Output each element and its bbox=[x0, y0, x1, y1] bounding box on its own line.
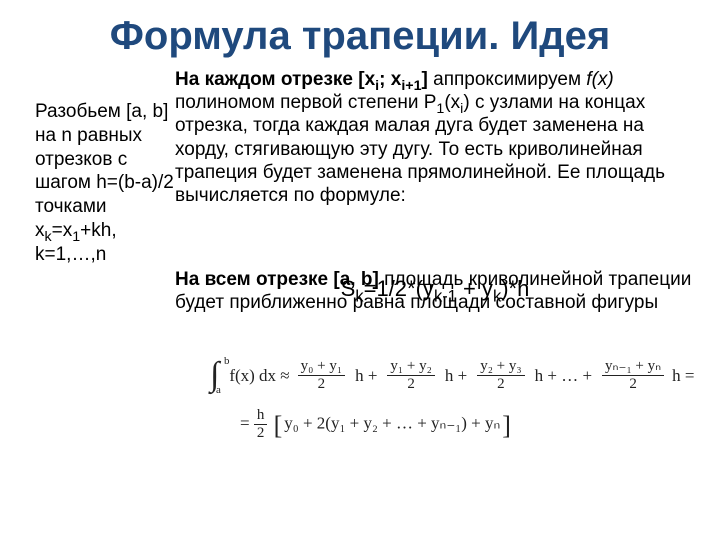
formula-image: b ∫ a f(x) dx ≈ y₀ + y₁ 2 h + y₁ + y₂ 2 … bbox=[210, 358, 640, 442]
left-xk-sub: k bbox=[45, 229, 52, 245]
h-plus-1: h + bbox=[353, 366, 379, 386]
paragraph-1: На каждом отрезке [xi; xi+1] аппроксимир… bbox=[175, 68, 695, 207]
integral-symbol: b ∫ a bbox=[210, 361, 219, 390]
left-xk-x: x bbox=[35, 220, 45, 241]
p1-rest-c: (x bbox=[444, 92, 460, 113]
frac1-num: y₀ + y₁ bbox=[298, 358, 345, 376]
frac2-num: y₁ + y₂ bbox=[387, 358, 434, 376]
formula-row-2: = h 2 [y₀ + 2(y₁ + y₂ + … + yₙ₋₁) + yₙ] bbox=[210, 407, 640, 442]
right-column: На каждом отрезке [xi; xi+1] аппроксимир… bbox=[175, 68, 695, 207]
h2-den: 2 bbox=[254, 425, 268, 442]
h-plus-2: h + bbox=[443, 366, 469, 386]
slide: Формула трапеции. Идея Разобьем [a, b] н… bbox=[0, 0, 720, 540]
frac3-num: y₂ + y₃ bbox=[477, 358, 524, 376]
frac3-den: 2 bbox=[477, 376, 524, 393]
row2-eq: = bbox=[240, 413, 254, 432]
frac4-den: 2 bbox=[602, 376, 664, 393]
frac-3: y₂ + y₃ 2 bbox=[477, 358, 524, 393]
slide-title: Формула трапеции. Идея bbox=[0, 14, 720, 59]
p1-rest-b: полиномом первой степени P bbox=[175, 92, 436, 113]
paragraph-3: На всем отрезке [a, b] площадь криволине… bbox=[175, 268, 695, 314]
h2-num: h bbox=[254, 407, 268, 425]
row2-body: y₀ + 2(y₁ + y₂ + … + yₙ₋₁) + yₙ bbox=[284, 413, 500, 432]
integral-upper: b bbox=[224, 355, 230, 367]
p1-lead-b: ; x bbox=[379, 69, 401, 90]
dots: h + … + bbox=[533, 366, 594, 386]
left-xk-mid: =x bbox=[52, 220, 73, 241]
left-x1-sub: 1 bbox=[72, 229, 80, 245]
left-column: Разобьем [a, b] на n равных отрезков с ш… bbox=[35, 100, 175, 266]
frac4-num: yₙ₋₁ + yₙ bbox=[602, 358, 664, 376]
close-bracket: ] bbox=[500, 411, 513, 440]
integrand: f(x) dx ≈ bbox=[229, 366, 289, 386]
p1-lead-a: На каждом отрезке [x bbox=[175, 69, 375, 90]
frac-h2: h 2 bbox=[254, 407, 268, 442]
frac-4: yₙ₋₁ + yₙ 2 bbox=[602, 358, 664, 393]
left-xk-tail: +kh, k=1,…,n bbox=[35, 220, 117, 265]
p1-rest-a: аппроксимируем bbox=[428, 69, 586, 90]
formula-row-1: b ∫ a f(x) dx ≈ y₀ + y₁ 2 h + y₁ + y₂ 2 … bbox=[210, 358, 640, 393]
left-text-1: Разобьем [a, b] на n равных отрезков с ш… bbox=[35, 101, 174, 217]
frac1-den: 2 bbox=[298, 376, 345, 393]
frac-2: y₁ + y₂ 2 bbox=[387, 358, 434, 393]
integral-lower: a bbox=[216, 384, 221, 396]
p3-lead: На всем отрезке [a, b] bbox=[175, 269, 379, 290]
p1-fx: f(x) bbox=[586, 69, 613, 90]
row1-tail: h = bbox=[672, 366, 694, 386]
open-bracket: [ bbox=[272, 411, 285, 440]
frac-1: y₀ + y₁ 2 bbox=[298, 358, 345, 393]
frac2-den: 2 bbox=[387, 376, 434, 393]
